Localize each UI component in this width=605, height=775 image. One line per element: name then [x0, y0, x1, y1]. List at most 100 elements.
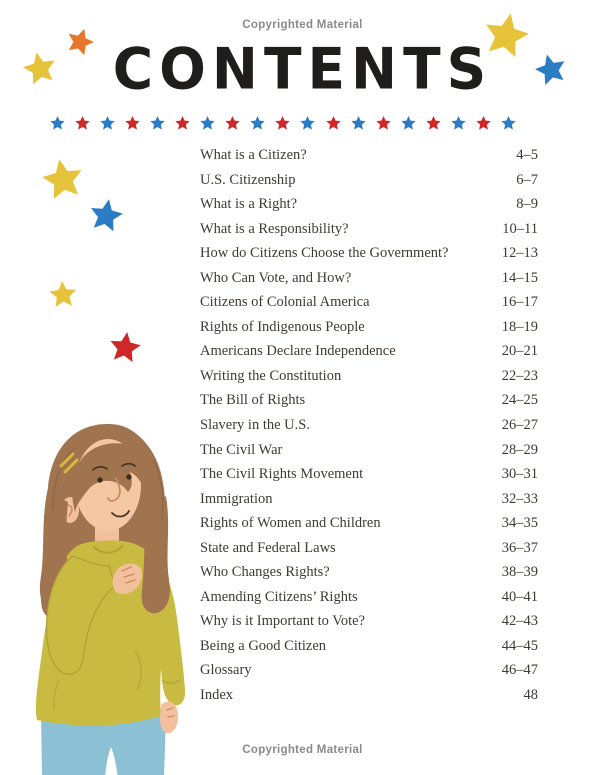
red-divider-star-icon	[125, 116, 140, 130]
toc-entry-pages: 16–17	[501, 294, 538, 311]
toc-row: Who Changes Rights? 38–39	[200, 564, 538, 589]
toc-entry-pages: 20–21	[501, 343, 538, 360]
toc-row: What is a Responsibility? 10–11	[200, 221, 538, 246]
blue-star-icon	[89, 199, 123, 238]
toc-row: Citizens of Colonial America 16–17	[200, 294, 538, 319]
hair-clip	[59, 452, 79, 474]
girl-hand-on-heart-illustration	[35, 424, 186, 775]
toc-row: Index 48	[200, 687, 538, 712]
yellow-star-icon	[483, 13, 529, 64]
orange-star-icon	[66, 28, 94, 61]
toc-entry-title: Amending Citizens’ Rights	[200, 588, 358, 605]
toc-entry-pages: 6–7	[516, 171, 538, 188]
toc-row: Who Can Vote, and How? 14–15	[200, 270, 538, 295]
toc-entry-title: Citizens of Colonial America	[200, 294, 370, 311]
toc-entry-title: Rights of Indigenous People	[200, 318, 365, 335]
toc-entry-pages: 30–31	[501, 466, 538, 483]
toc-entry-pages: 4–5	[516, 147, 538, 163]
toc-entry-pages: 14–15	[501, 269, 538, 286]
toc-entry-title: The Civil War	[200, 441, 283, 458]
toc-row: Writing the Constitution 22–23	[200, 368, 538, 393]
red-divider-star-icon	[375, 116, 391, 130]
toc-row: Glossary 46–47	[200, 662, 538, 687]
page-title: CONTENTS	[112, 35, 493, 103]
blue-divider-star-icon	[350, 116, 366, 130]
toc-entry-pages: 8–9	[516, 196, 538, 213]
red-star-icon	[109, 332, 141, 369]
toc-entry-title: Slavery in the U.S.	[200, 417, 310, 434]
yellow-star-icon	[49, 281, 77, 314]
blue-divider-star-icon	[451, 116, 466, 130]
table-of-contents: What is a Citizen? 4–5 U.S. Citizenship 6–7…	[200, 147, 538, 712]
toc-entry-title: U.S. Citizenship	[200, 171, 296, 188]
toc-row: The Civil Rights Movement 30–31	[200, 466, 538, 491]
toc-entry-pages: 24–25	[501, 392, 538, 409]
toc-row: U.S. Citizenship 6–7	[200, 172, 538, 197]
toc-entry-pages: 18–19	[501, 318, 538, 335]
toc-entry-title: Americans Declare Independence	[200, 343, 396, 360]
toc-entry-title: Who Can Vote, and How?	[200, 269, 352, 286]
toc-entry-title: Immigration	[200, 490, 273, 507]
toc-row: State and Federal Laws 36–37	[200, 540, 538, 565]
toc-row: Being a Good Citizen 44–45	[200, 638, 538, 663]
blue-divider-star-icon	[501, 116, 516, 130]
blue-star-icon	[535, 54, 567, 91]
toc-entry-title: The Civil Rights Movement	[200, 466, 364, 483]
red-divider-star-icon	[175, 116, 190, 130]
toc-entry-pages: 32–33	[501, 490, 538, 507]
toc-entry-title: How do Citizens Choose the Government?	[200, 245, 449, 262]
toc-row: Why is it Important to Vote? 42–43	[200, 613, 538, 638]
toc-entry-title: Being a Good Citizen	[200, 637, 327, 654]
toc-entry-pages: 36–37	[501, 539, 538, 556]
copyright-notice-top: Copyrighted Material	[242, 19, 363, 31]
toc-entry-title: State and Federal Laws	[200, 539, 336, 556]
red-divider-star-icon	[476, 116, 491, 130]
blue-divider-star-icon	[50, 116, 65, 130]
toc-row: Amending Citizens’ Rights 40–41	[200, 589, 538, 614]
blue-divider-star-icon	[250, 116, 266, 130]
blue-divider-star-icon	[100, 116, 115, 130]
toc-entry-title: What is a Responsibility?	[200, 220, 349, 237]
toc-row: What is a Citizen? 4–5	[200, 147, 538, 172]
toc-entry-title: The Bill of Rights	[200, 392, 306, 409]
blue-divider-star-icon	[300, 116, 316, 130]
toc-row: How do Citizens Choose the Government? 12…	[200, 245, 538, 270]
toc-entry-pages: 10–11	[502, 220, 538, 237]
red-divider-star-icon	[275, 116, 291, 130]
toc-row: Slavery in the U.S. 26–27	[200, 417, 538, 442]
toc-entry-pages: 38–39	[501, 564, 538, 581]
toc-entry-pages: 28–29	[501, 441, 538, 458]
red-divider-star-icon	[325, 116, 341, 130]
toc-entry-title: Index	[200, 687, 234, 704]
yellow-star-icon	[23, 52, 57, 91]
toc-entry-title: What is a Citizen?	[200, 147, 307, 163]
blue-divider-star-icon	[200, 116, 215, 130]
toc-entry-pages: 40–41	[501, 588, 538, 605]
toc-entry-pages: 22–23	[501, 367, 538, 384]
toc-entry-title: Who Changes Rights?	[200, 564, 330, 581]
blue-divider-star-icon	[150, 116, 165, 130]
toc-entry-pages: 48	[523, 687, 539, 704]
toc-entry-pages: 34–35	[501, 515, 538, 532]
star-divider	[50, 116, 516, 131]
toc-entry-title: Glossary	[200, 662, 252, 679]
toc-entry-pages: 44–45	[501, 637, 538, 654]
toc-entry-pages: 26–27	[501, 417, 538, 434]
toc-entry-title: Rights of Women and Children	[200, 515, 381, 532]
toc-row: What is a Right? 8–9	[200, 196, 538, 221]
toc-row: Rights of Women and Children 34–35	[200, 515, 538, 540]
red-divider-star-icon	[75, 116, 90, 130]
toc-entry-title: Writing the Constitution	[200, 367, 342, 384]
toc-entry-pages: 42–43	[501, 613, 538, 630]
toc-entry-pages: 12–13	[501, 245, 538, 262]
toc-entry-pages: 46–47	[501, 662, 538, 679]
yellow-star-icon	[42, 159, 84, 206]
toc-entry-title: Why is it Important to Vote?	[200, 613, 365, 630]
toc-row: Immigration 32–33	[200, 491, 538, 516]
copyright-notice-bottom: Copyrighted Material	[242, 744, 363, 756]
blue-divider-star-icon	[401, 116, 416, 130]
toc-row: Rights of Indigenous People 18–19	[200, 319, 538, 344]
toc-row: The Bill of Rights 24–25	[200, 392, 538, 417]
toc-entry-title: What is a Right?	[200, 196, 298, 213]
